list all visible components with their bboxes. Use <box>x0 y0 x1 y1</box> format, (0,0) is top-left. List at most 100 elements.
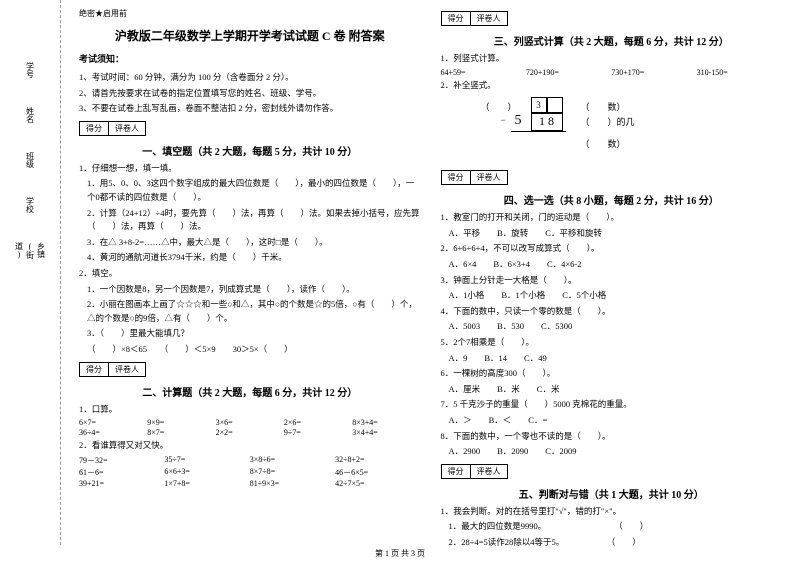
margin-label: 学号 <box>25 55 36 85</box>
q2: 2．补全竖式。 <box>441 79 783 93</box>
calc: 46－6×5= <box>335 467 420 478</box>
q: 2．6+6+6+4，不可以改写成算式（ ）。 <box>441 242 783 256</box>
a: A．9 B．14 C．49 <box>449 352 783 366</box>
vc-label: （ ）的几 <box>581 115 635 128</box>
q: 8．下面的数中，一个零也不读的是（ ）。 <box>441 430 783 444</box>
score-table: 得分评卷人 <box>79 362 146 377</box>
a: A．6×4 B．6×3+4 C．4×6-2 <box>449 258 783 272</box>
calc: 8×7÷8= <box>250 467 335 478</box>
calc: 35÷7= <box>164 455 249 466</box>
margin-label: 姓名 <box>25 100 36 130</box>
q2: 2．填空。 <box>79 267 421 281</box>
a: A．1小格 B．1个小格 C．5个小格 <box>449 289 783 303</box>
q: 1．教室门的打开和关闭，门的运动是（ ）。 <box>441 211 783 225</box>
calc: 61－6= <box>79 467 164 478</box>
section-5-title: 五、判断对与错（共 1 大题，共计 10 分） <box>441 486 783 501</box>
q2d: （ ）×8＜65 （ ）＜5×9 30＞5×（ ） <box>87 343 421 357</box>
secret-label: 绝密★启用前 <box>79 8 421 19</box>
q: 3．钟面上分针走一大格是（ ）。 <box>441 274 783 288</box>
notice-item: 2、请首先按要求在试卷的指定位置填写您的姓名、班级、学号。 <box>79 87 421 101</box>
score-cell: 评卷人 <box>471 171 507 184</box>
calc: 2×2= <box>216 428 284 437</box>
calc: 39+21= <box>79 479 164 488</box>
calc: 6×7= <box>79 418 147 427</box>
calc: 79－32= <box>79 455 164 466</box>
calc-row: 79－32=35÷7=3×8÷6=32÷8+2= <box>79 455 421 466</box>
q1: 1．列竖式计算。 <box>441 52 783 66</box>
notice-item: 1、考试时间：60 分钟，满分为 100 分（含卷面分 2 分）。 <box>79 71 421 85</box>
q2: 2．看谁算得又对又快。 <box>79 439 421 453</box>
margin-label: 乡镇(街道) <box>14 235 47 265</box>
calc-row: 36÷4=8×7=2×2=9÷7=3×4+4= <box>79 428 421 437</box>
section-2-title: 二、计算题（共 2 大题，每题 6 分，共计 12 分） <box>79 384 421 399</box>
vertical-calc: （ ） 3 − 5 1 8 （ 数） （ ）的几 （ 数） <box>501 97 783 162</box>
score-cell: 评卷人 <box>471 465 507 478</box>
calc: 9×9= <box>147 418 215 427</box>
q1b: 2．计算（24+12）÷4时，要先算（ ）法，再算（ ）法。如果去掉小括号，应先… <box>87 207 421 234</box>
q: 7．5 千克沙子的重量（ ）5000 克棉花的重量。 <box>441 398 783 412</box>
score-cell: 得分 <box>442 171 471 184</box>
calc: 730+170= <box>611 68 696 77</box>
score-table: 得分评卷人 <box>441 464 508 479</box>
q: 5．2个7相乘是（ ）。 <box>441 336 783 350</box>
notice-heading: 考试须知： <box>79 52 421 65</box>
left-column: 绝密★启用前 沪教版二年级数学上学期开学考试试题 C 卷 附答案 考试须知： 1… <box>69 8 431 537</box>
a: A．厘米 B．米 C．米 <box>449 383 783 397</box>
q2a: 1．一个因数是8，另一个因数是7，列成算式是（ ），读作（ ）。 <box>87 283 421 297</box>
calc: 2×6= <box>284 418 352 427</box>
minus-sign: − <box>501 115 506 125</box>
vc-line <box>511 131 566 132</box>
calc-row: 6×7=9×9=3×6=2×6=8×3+4= <box>79 418 421 427</box>
score-cell: 得分 <box>442 12 471 25</box>
a: A．2900 B．2090 C．2009 <box>449 445 783 459</box>
calc: 3×8÷6= <box>250 455 335 466</box>
score-cell: 得分 <box>80 363 109 376</box>
score-cell: 得分 <box>80 122 109 135</box>
score-table: 得分评卷人 <box>441 170 508 185</box>
calc: 9÷7= <box>284 428 352 437</box>
score-cell: 评卷人 <box>109 122 145 135</box>
q: 1．我会判断。对的在括号里打"√"，错的打"×"。 <box>441 505 783 519</box>
vc-box-18: 1 8 <box>531 113 563 131</box>
score-cell: 评卷人 <box>471 12 507 25</box>
calc: 42÷7×5= <box>335 479 420 488</box>
q: 6．一棵树的高度300（ ）。 <box>441 367 783 381</box>
vc-label: （ 数） <box>581 100 626 113</box>
exam-title: 沪教版二年级数学上学期开学考试试题 C 卷 附答案 <box>79 27 421 44</box>
margin-label: 班级 <box>25 145 36 175</box>
section-4-title: 四、选一选（共 8 小题，每题 2 分，共计 16 分） <box>441 192 783 207</box>
vc-digit: 5 <box>515 113 522 129</box>
calc-row: 39+21=1×7+8=81÷9×3=42÷7×5= <box>79 479 421 488</box>
paren: （ ） <box>481 100 517 113</box>
calc: 310-150= <box>697 68 782 77</box>
q2b: 2．小丽在图画本上画了☆☆☆和一些○和△，其中○的个数是☆的5倍，○有（ ）个，… <box>87 298 421 325</box>
calc-row: 61－6=6×6+3=8×7÷8=46－6×5= <box>79 467 421 478</box>
calc: 81÷9×3= <box>250 479 335 488</box>
q1: 1．仔细想一想，填一填。 <box>79 162 421 176</box>
notice-item: 3、不要在试卷上乱写乱画，卷面不整洁扣 2 分，密封线外请勿作答。 <box>79 102 421 116</box>
calc: 36÷4= <box>79 428 147 437</box>
section-3-title: 三、列竖式计算（共 2 大题，每题 6 分，共计 12 分） <box>441 33 783 48</box>
calc: 64+59= <box>441 68 526 77</box>
section-1-title: 一、填空题（共 2 大题，每题 5 分，共计 10 分） <box>79 143 421 158</box>
calc: 720+190= <box>526 68 611 77</box>
calc-row: 64+59=720+190=730+170=310-150= <box>441 68 783 77</box>
score-table: 得分评卷人 <box>79 121 146 136</box>
calc: 6×6+3= <box>164 467 249 478</box>
a: A．5003 B．530 C．5300 <box>449 320 783 334</box>
calc: 1×7+8= <box>164 479 249 488</box>
calc: 3×6= <box>216 418 284 427</box>
score-table: 得分评卷人 <box>441 11 508 26</box>
a: 1．最大的四位数是9990。 （ ） <box>449 520 783 534</box>
calc: 8×7= <box>147 428 215 437</box>
d: 1 <box>539 114 545 128</box>
vc-blank <box>547 97 563 113</box>
q1a: 1．用5、0、0、3这四个数字组成的最大四位数是（ ），最小的四位数是（ ），一… <box>87 177 421 204</box>
binding-margin: 学号 姓名 班级 学校 乡镇(街道) <box>0 0 61 545</box>
q1c: 3．在△ 3+8-2=……△中，最大△是（ ），这时□是（ ）。 <box>87 236 421 250</box>
page: 学号 姓名 班级 学校 乡镇(街道) 绝密★启用前 沪教版二年级数学上学期开学考… <box>0 0 800 545</box>
q1d: 4．黄河的通航河道长3794千米，约是（ ）千米。 <box>87 251 421 265</box>
q2c: 3．（ ）里最大能填几？ <box>87 327 421 341</box>
vc-blank <box>531 97 547 113</box>
d: 8 <box>548 114 554 128</box>
